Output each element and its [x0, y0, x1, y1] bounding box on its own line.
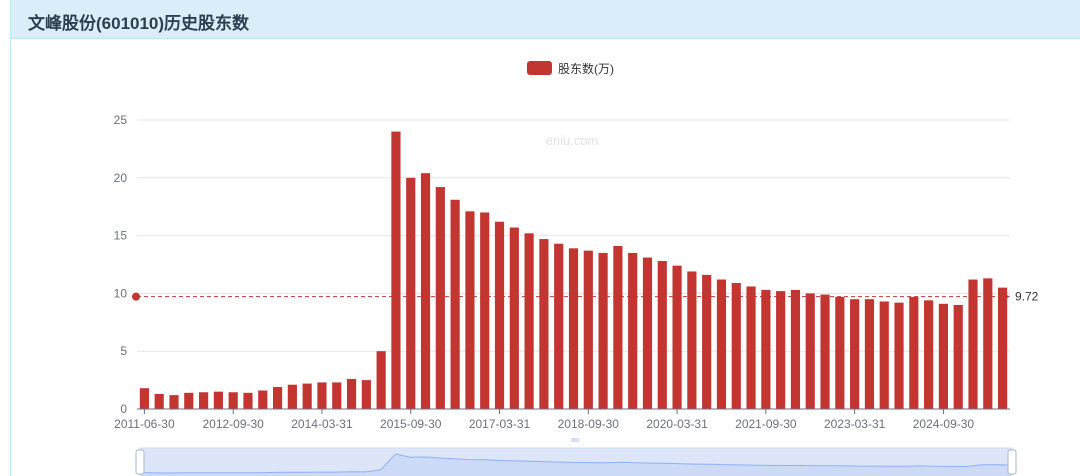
bar[interactable] — [894, 302, 904, 409]
bar[interactable] — [953, 304, 963, 409]
bar[interactable] — [820, 294, 830, 409]
x-tick-label: 2011-06-30 — [114, 417, 175, 431]
bar[interactable] — [346, 378, 357, 409]
zoom-handle-left[interactable] — [135, 449, 145, 475]
bar[interactable] — [139, 388, 149, 409]
zoom-slider-line — [139, 453, 1013, 474]
bar[interactable] — [672, 265, 682, 409]
bar[interactable] — [554, 243, 564, 409]
bar[interactable] — [184, 392, 194, 409]
x-tick-label: 2021-09-30 — [735, 417, 797, 431]
bar[interactable] — [361, 380, 371, 409]
bar[interactable] — [568, 248, 579, 409]
bar[interactable] — [450, 199, 460, 409]
bar[interactable] — [835, 296, 845, 409]
bar[interactable] — [376, 351, 386, 409]
bar[interactable] — [332, 382, 342, 409]
bar[interactable] — [924, 300, 934, 409]
y-tick-label: 20 — [114, 171, 128, 185]
x-tick-label: 2014-03-31 — [291, 417, 353, 431]
bar[interactable] — [642, 257, 653, 409]
x-tick-label: 2020-03-31 — [646, 417, 708, 431]
bar[interactable] — [465, 211, 475, 409]
bar[interactable] — [480, 212, 490, 409]
bar[interactable] — [272, 387, 283, 409]
mark-line-start-dot — [132, 292, 140, 301]
bar[interactable] — [731, 283, 741, 409]
bar[interactable] — [243, 392, 253, 409]
zoom-handle-right[interactable] — [1007, 449, 1017, 475]
bar[interactable] — [169, 395, 179, 409]
bar[interactable] — [613, 246, 623, 409]
bar[interactable] — [287, 384, 297, 409]
y-tick-label: 15 — [114, 229, 128, 243]
legend-swatch[interactable] — [527, 61, 552, 75]
mark-line-arrow — [1000, 291, 1010, 302]
zoom-slider-area — [140, 454, 1012, 476]
x-tick-label: 2024-09-30 — [913, 417, 975, 431]
bar[interactable] — [702, 274, 712, 409]
bar[interactable] — [420, 173, 431, 409]
bar[interactable] — [628, 252, 638, 409]
bar[interactable] — [391, 131, 401, 409]
bar[interactable] — [983, 278, 993, 409]
bar[interactable] — [968, 279, 978, 409]
bar[interactable] — [805, 293, 815, 409]
bar[interactable] — [909, 296, 919, 409]
x-tick-label: 2018-09-30 — [558, 417, 620, 431]
y-tick-label: 0 — [120, 402, 127, 416]
bar[interactable] — [213, 391, 223, 409]
bar[interactable] — [494, 221, 505, 409]
bar[interactable] — [938, 303, 948, 409]
bar[interactable] — [258, 390, 268, 410]
bar[interactable] — [776, 291, 786, 409]
bar[interactable] — [524, 233, 534, 409]
x-tick-label: 2023-03-31 — [824, 417, 886, 431]
bar[interactable] — [509, 227, 519, 409]
y-tick-label: 25 — [114, 113, 128, 127]
y-tick-label: 10 — [114, 286, 128, 300]
chart-panel: 文峰股份(601010)历史股东数 — [10, 0, 1080, 476]
bar[interactable] — [302, 383, 312, 409]
bar[interactable] — [228, 392, 238, 409]
y-tick-label: 5 — [120, 344, 127, 358]
bar[interactable] — [539, 239, 549, 409]
bar[interactable] — [864, 299, 875, 409]
bar[interactable] — [761, 289, 771, 409]
x-tick-label: 2017-03-31 — [469, 417, 531, 431]
bar[interactable] — [317, 382, 327, 409]
bar[interactable] — [850, 299, 860, 409]
bar[interactable] — [998, 287, 1008, 409]
x-tick-label: 2012-09-30 — [202, 417, 264, 431]
bar[interactable] — [435, 187, 445, 409]
bar[interactable] — [716, 279, 727, 409]
bar[interactable] — [154, 393, 164, 409]
bar[interactable] — [598, 252, 608, 409]
bar[interactable] — [746, 286, 756, 409]
bar[interactable] — [879, 301, 889, 409]
mark-line-value-label: 9.72 — [1015, 290, 1039, 304]
bar[interactable] — [687, 271, 697, 409]
bar[interactable] — [199, 392, 209, 409]
legend-label: 股东数(万) — [558, 61, 614, 76]
bar[interactable] — [583, 250, 593, 409]
watermark: eniu.com — [546, 133, 599, 148]
panel-header: 文峰股份(601010)历史股东数 — [11, 0, 1080, 39]
panel-title: 文峰股份(601010)历史股东数 — [28, 14, 250, 33]
zoom-drag-grip[interactable] — [571, 438, 579, 442]
bar[interactable] — [657, 261, 667, 409]
bar[interactable] — [790, 289, 801, 409]
x-tick-label: 2015-09-30 — [380, 417, 442, 431]
bar[interactable] — [406, 177, 416, 409]
